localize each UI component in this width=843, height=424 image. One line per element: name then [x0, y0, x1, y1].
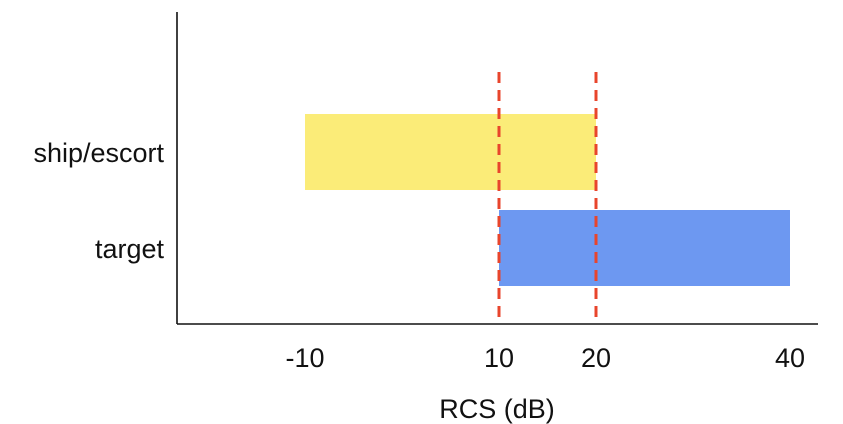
bars-layer: [305, 114, 790, 286]
tick-labels-layer: -10 10 20 40: [285, 343, 805, 373]
x-axis-title: RCS (dB): [439, 394, 555, 424]
x-tick-label: -10: [285, 343, 324, 373]
reference-lines-layer: [497, 72, 598, 318]
x-tick-label: 10: [484, 343, 514, 373]
category-label-target: target: [95, 234, 165, 264]
category-labels-layer: ship/escort target: [33, 138, 164, 264]
x-tick-label: 20: [581, 343, 611, 373]
bar-ship-escort: [305, 114, 596, 190]
bar-target: [499, 210, 790, 286]
x-tick-label: 40: [775, 343, 805, 373]
category-label-ship-escort: ship/escort: [33, 138, 164, 168]
